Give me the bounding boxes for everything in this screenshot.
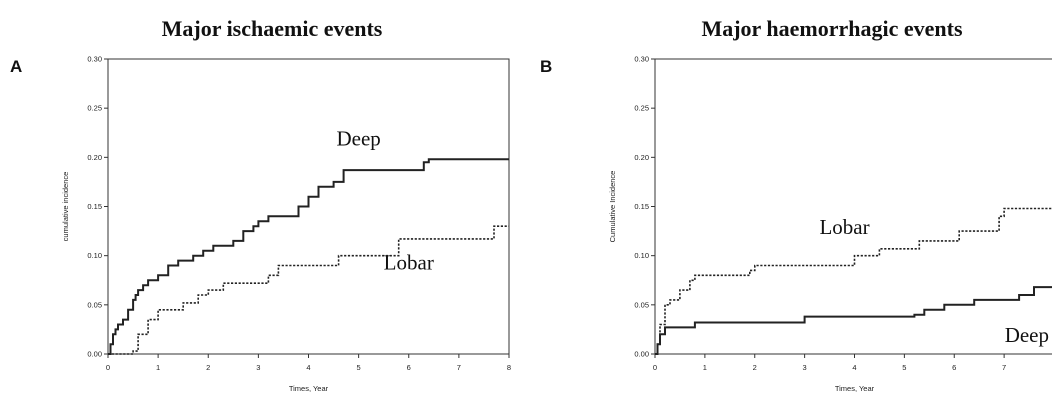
series-annotation-lobar: Lobar (384, 250, 434, 274)
series-line-deep (655, 286, 1052, 355)
x-tick-label: 7 (1002, 363, 1006, 372)
y-tick-label: 0.25 (87, 104, 102, 113)
x-tick-label: 0 (106, 363, 110, 372)
y-tick-label: 0.05 (87, 300, 102, 309)
y-tick-label: 0.15 (87, 202, 102, 211)
chart-panel-a: Major ischaemic events A 0.00 0.05 0.10 0.15 0… (10, 16, 511, 393)
y-tick-label: 0.05 (634, 300, 649, 309)
x-tick-label: 6 (952, 363, 956, 372)
panel-letter: B (540, 57, 552, 76)
y-axis-label: Cumulative Incidence (608, 171, 617, 243)
y-tick-label: 0.30 (87, 55, 102, 64)
y-tick-label: 0.10 (87, 251, 102, 260)
x-tick-label: 1 (703, 363, 707, 372)
series-line-lobar (108, 225, 509, 355)
x-tick-label: 2 (206, 363, 210, 372)
x-tick-label: 2 (753, 363, 757, 372)
plot-frame (654, 58, 1052, 355)
x-tick-label: 5 (357, 363, 361, 372)
y-tick-label: 0.30 (634, 55, 649, 64)
x-tick-label: 7 (457, 363, 461, 372)
chart-title: Major haemorrhagic events (701, 16, 963, 41)
y-tick-label: 0.00 (87, 350, 102, 359)
x-tick-label: 4 (306, 363, 310, 372)
x-tick-label: 1 (156, 363, 160, 372)
series-annotation-lobar: Lobar (819, 215, 869, 239)
x-tick-label: 4 (852, 363, 856, 372)
x-axis-label: Times, Year (289, 384, 329, 393)
y-tick-label: 0.20 (87, 153, 102, 162)
x-tick-label: 0 (653, 363, 657, 372)
y-tick-label: 0.00 (634, 350, 649, 359)
y-tick-label: 0.25 (634, 104, 649, 113)
series-annotation-deep: Deep (1005, 323, 1049, 347)
x-tick-label: 5 (902, 363, 906, 372)
chart-panel-b: Major haemorrhagic events B 0.00 0.05 0.10 0.… (540, 16, 1052, 393)
series-line-lobar (655, 207, 1052, 355)
x-tick-label: 3 (256, 363, 260, 372)
series-annotation-deep: Deep (336, 127, 380, 151)
x-tick-label: 3 (803, 363, 807, 372)
x-tick-label: 8 (507, 363, 511, 372)
panel-letter: A (10, 57, 22, 76)
x-tick-label: 6 (407, 363, 411, 372)
x-axis-label: Times, Year (835, 384, 875, 393)
y-tick-label: 0.20 (634, 153, 649, 162)
series-line-deep (108, 158, 509, 355)
chart-title: Major ischaemic events (162, 16, 383, 41)
y-tick-label: 0.10 (634, 251, 649, 260)
y-tick-label: 0.15 (634, 202, 649, 211)
y-axis-label: cumulative incidence (61, 172, 70, 242)
